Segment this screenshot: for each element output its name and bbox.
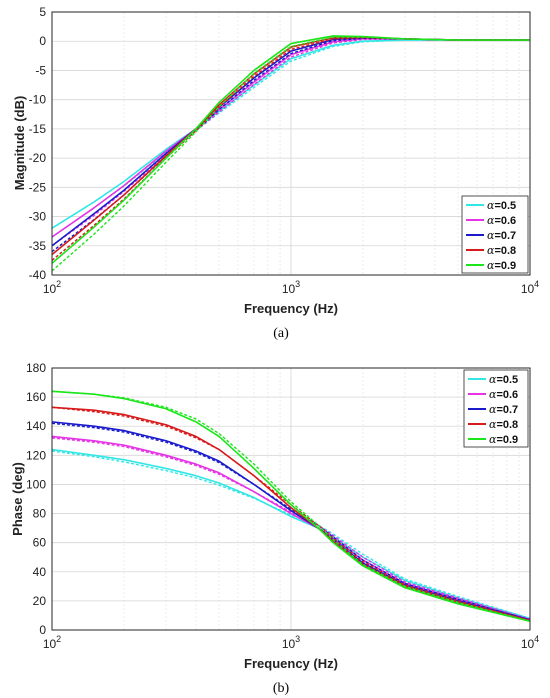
series-line (51, 406, 531, 622)
x-tick-labels: 102 103 104 (43, 279, 539, 296)
y-tick-label: 0 (39, 623, 46, 637)
phase-chart: 0 20 40 60 80 100 120 140 160 180 102 103 104 Frequ… (10, 361, 539, 696)
series-line-dashed (51, 406, 531, 622)
legend-label: α=0.9 (487, 259, 516, 272)
y-tick-label: -5 (35, 63, 46, 77)
series-group (51, 35, 530, 272)
legend-label: α=0.5 (489, 373, 518, 386)
y-tick-label: -20 (29, 151, 47, 165)
x-axis-label: Frequency (Hz) (244, 656, 338, 671)
caption: (a) (273, 326, 289, 341)
series-line (51, 39, 530, 229)
legend-label: α=0.5 (487, 199, 516, 212)
y-tick-label: -15 (29, 122, 47, 136)
series-group (51, 390, 531, 623)
y-axis-label: Magnitude (dB) (12, 96, 27, 191)
legend-label: α=0.6 (489, 388, 518, 401)
y-tick-labels: 0 20 40 60 80 100 120 140 160 180 (26, 361, 46, 637)
legend-label: α=0.8 (487, 244, 516, 257)
caption: (b) (273, 681, 290, 696)
series-line-dashed (51, 422, 531, 621)
y-tick-label: 40 (33, 565, 47, 579)
y-tick-label: 120 (26, 448, 46, 462)
y-tick-label: 100 (26, 477, 46, 491)
x-tick-label: 103 (282, 634, 300, 651)
legend-label: α=0.7 (489, 403, 518, 416)
y-tick-label: 160 (26, 390, 46, 404)
y-tick-label: 0 (39, 34, 46, 48)
x-tick-label: 103 (282, 279, 300, 296)
y-tick-label: -30 (29, 210, 47, 224)
legend: α=0.5 α=0.6 α=0.7 α=0.8 α=0.9 (461, 195, 529, 274)
series-line-dashed (51, 437, 531, 620)
series-line-dashed (51, 39, 530, 238)
y-tick-label: 140 (26, 419, 46, 433)
magnitude-chart: -40 -35 -30 -25 -20 -15 -10 -5 0 5 102 103 104 Freq… (12, 5, 539, 341)
x-tick-label: 102 (43, 634, 61, 651)
x-axis-label: Frequency (Hz) (244, 301, 338, 316)
legend-label: α=0.7 (487, 229, 516, 242)
y-tick-label: 20 (33, 594, 47, 608)
series-line (51, 35, 530, 264)
x-tick-labels: 102 103 104 (43, 634, 539, 651)
y-tick-label: 60 (33, 536, 47, 550)
legend-label: α=0.6 (487, 214, 516, 227)
plot-frame (51, 367, 531, 631)
y-tick-labels: -40 -35 -30 -25 -20 -15 -10 -5 0 5 (29, 5, 47, 282)
x-tick-label: 104 (521, 279, 539, 296)
legend-label: α=0.8 (489, 418, 518, 431)
plot-frame (51, 11, 531, 276)
y-tick-label: -40 (29, 268, 47, 282)
series-line-dashed (51, 36, 530, 272)
x-tick-label: 102 (43, 279, 61, 296)
series-line (51, 448, 531, 620)
y-tick-label: -10 (29, 93, 47, 107)
series-line-dashed (51, 390, 531, 622)
x-tick-label: 104 (521, 634, 539, 651)
y-tick-label: -25 (29, 180, 47, 194)
y-tick-label: -35 (29, 239, 47, 253)
y-tick-label: 80 (33, 507, 47, 521)
y-tick-label: 5 (39, 5, 46, 19)
legend: α=0.5 α=0.6 α=0.7 α=0.8 α=0.9 (463, 369, 529, 448)
legend-label: α=0.9 (489, 433, 518, 446)
series-line-dashed (51, 450, 531, 620)
series-line (51, 390, 531, 623)
y-axis-label: Phase (deg) (10, 462, 25, 536)
y-tick-label: 180 (26, 361, 46, 375)
